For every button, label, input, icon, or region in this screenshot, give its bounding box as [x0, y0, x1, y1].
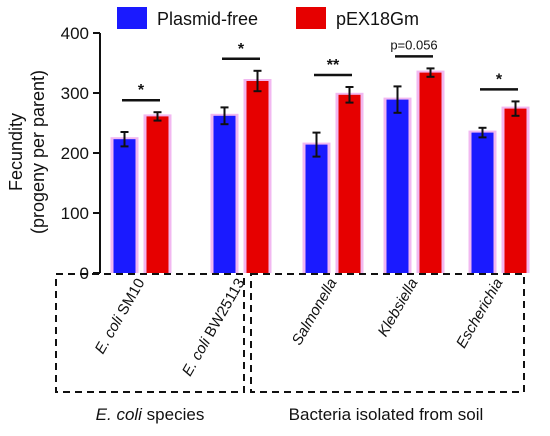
- bar-pex18gm: [504, 108, 527, 273]
- category-label: Escherichia: [453, 276, 506, 352]
- group-label: E. coli species: [96, 405, 205, 424]
- y-axis-title: Fecundity (progeny per parent): [6, 70, 48, 234]
- y-tick-label: 400: [61, 24, 89, 43]
- bar-plasmid-free: [471, 132, 494, 273]
- bar-plasmid-free: [305, 144, 328, 273]
- y-axis-title-line1: Fecundity: [6, 113, 26, 191]
- bar-plasmid-free: [386, 99, 409, 273]
- bar-plasmid-free: [213, 115, 236, 273]
- y-tick-label: 300: [61, 84, 89, 103]
- significance-label: *: [238, 41, 245, 58]
- bar-pex18gm: [146, 116, 169, 274]
- category-label: E. coli SM10: [92, 276, 149, 357]
- legend: Plasmid-free pEX18Gm: [117, 7, 419, 29]
- category-label-italic: Klebsiella: [375, 276, 422, 340]
- category-label-text: E. coli SM10: [92, 276, 149, 357]
- category-label-rest: BW25113: [199, 276, 248, 344]
- y-tick-label: 200: [61, 144, 89, 163]
- bar-pex18gm: [246, 81, 269, 273]
- bar-plasmid-free: [113, 139, 136, 273]
- group-box-ecoli: [55, 273, 245, 393]
- legend-label-plasmid-free: Plasmid-free: [157, 9, 258, 29]
- category-label-italic: Salmonella: [289, 276, 341, 349]
- group-labels: E. coli species Bacteria isolated from so…: [96, 405, 484, 424]
- legend-label-pex18gm: pEX18Gm: [336, 9, 419, 29]
- category-label-rest: SM10: [112, 276, 148, 322]
- bar-pex18gm: [419, 72, 442, 273]
- y-tick-label: 100: [61, 204, 89, 223]
- bars: [110, 67, 530, 274]
- category-label-text: Escherichia: [453, 276, 506, 352]
- significance-label: *: [496, 71, 503, 88]
- category-labels: E. coli SM10 E. coli BW25113 Salmonella Kle…: [92, 276, 507, 380]
- y-axis-title-line2: (progeny per parent): [28, 70, 48, 234]
- category-label-text: Salmonella: [289, 276, 341, 349]
- category-label: Klebsiella: [375, 276, 422, 340]
- legend-swatch-plasmid-free: [117, 7, 147, 29]
- significance-label: **: [327, 57, 340, 74]
- group-label: Bacteria isolated from soil: [289, 405, 484, 424]
- bar-pex18gm: [338, 94, 361, 273]
- category-label: Salmonella: [289, 276, 341, 349]
- legend-swatch-pex18gm: [296, 7, 326, 29]
- significance-label: *: [138, 82, 145, 99]
- category-label: E. coli BW25113: [179, 276, 249, 380]
- group-label-rest: species: [142, 405, 204, 424]
- category-label-italic: Escherichia: [453, 276, 506, 352]
- group-label-italic: E. coli: [96, 405, 144, 424]
- significance-label: p=0.056: [390, 37, 437, 52]
- category-label-text: Klebsiella: [375, 276, 422, 340]
- group-label-rest: Bacteria isolated from soil: [289, 405, 484, 424]
- category-label-text: E. coli BW25113: [179, 276, 249, 380]
- significance-markers: ****p=0.056*: [122, 37, 518, 102]
- group-box-soil: [250, 273, 525, 393]
